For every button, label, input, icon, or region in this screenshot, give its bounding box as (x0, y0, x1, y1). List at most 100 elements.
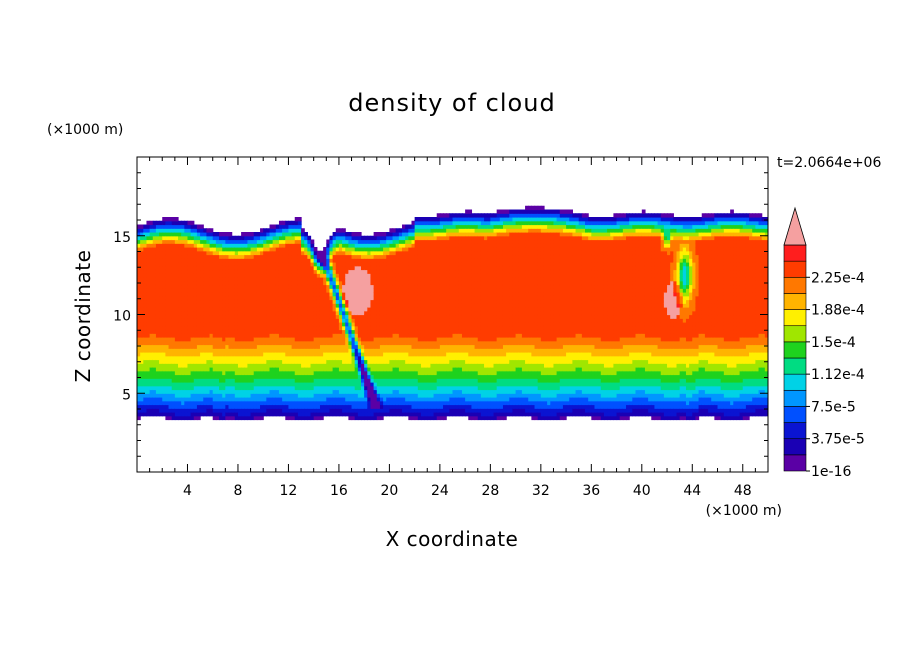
density-cell (395, 400, 400, 406)
density-cell (376, 269, 381, 274)
density-cell (212, 412, 217, 417)
density-cell (228, 412, 233, 417)
density-cell (215, 359, 220, 364)
density-cell (137, 307, 141, 312)
density-cell (417, 348, 422, 353)
density-cell (323, 288, 327, 293)
density-cell (398, 370, 403, 376)
density-cell (367, 303, 372, 308)
density-cell (329, 269, 334, 274)
density-cell (304, 277, 308, 282)
density-cell (376, 254, 381, 259)
density-cell (219, 348, 223, 353)
density-cell (335, 363, 340, 368)
density-cell (342, 288, 346, 293)
density-cell (140, 404, 144, 409)
density-cell (288, 265, 293, 271)
density-cell (414, 397, 419, 402)
density-cell (326, 310, 331, 316)
density-cell (143, 400, 148, 406)
density-cell (351, 254, 356, 259)
density-cell (417, 265, 422, 271)
density-cell (269, 243, 274, 248)
density-cell (367, 344, 372, 349)
density-cell (367, 397, 372, 402)
density-cell (174, 348, 179, 353)
density-cell (256, 333, 261, 338)
density-cell (209, 228, 214, 233)
density-cell (420, 258, 425, 263)
density-cell (215, 280, 220, 286)
density-cell (338, 292, 343, 297)
density-cell (354, 247, 359, 252)
density-cell (297, 344, 302, 349)
density-cell (427, 355, 432, 361)
density-cell (307, 355, 312, 361)
density-cell (433, 318, 438, 323)
density-cell (272, 243, 277, 248)
density-cell (190, 329, 195, 334)
density-cell (294, 333, 299, 338)
density-cell (269, 408, 274, 413)
density-cell (193, 273, 198, 278)
density-cell (140, 277, 144, 282)
density-cell (361, 415, 365, 421)
density-cell (247, 295, 252, 301)
density-cell (367, 284, 372, 289)
density-cell (364, 322, 368, 327)
density-cell (332, 280, 337, 286)
density-cell (345, 400, 349, 406)
density-cell (291, 337, 296, 342)
density-cell (373, 314, 378, 319)
density-cell (307, 400, 312, 406)
density-cell (376, 333, 381, 338)
density-cell (244, 367, 249, 372)
density-cell (386, 393, 390, 398)
density-cell (215, 378, 220, 383)
density-cell (256, 307, 261, 312)
density-cell (187, 318, 192, 323)
density-cell (203, 269, 208, 274)
density-cell (260, 247, 264, 252)
density-cell (187, 288, 192, 293)
density-cell (200, 284, 204, 289)
density-cell (149, 397, 154, 402)
density-cell (196, 284, 201, 289)
density-cell (152, 374, 157, 379)
density-cell (165, 389, 170, 394)
density-cell (209, 254, 214, 259)
density-cell (269, 378, 274, 383)
density-cell (137, 333, 141, 338)
density-cell (234, 355, 239, 361)
density-cell (310, 370, 315, 376)
density-cell (395, 404, 400, 409)
density-cell (253, 307, 258, 312)
density-cell (414, 415, 419, 421)
density-cell (373, 318, 378, 323)
density-cell (241, 288, 245, 293)
density-cell (297, 217, 302, 222)
density-cell (417, 340, 422, 346)
density-cell (392, 385, 397, 391)
density-cell (247, 247, 252, 252)
density-cell (253, 385, 258, 391)
density-cell (323, 310, 327, 316)
density-cell (430, 370, 435, 376)
density-cell (354, 254, 359, 259)
density-cell (329, 250, 334, 256)
density-cell (304, 370, 308, 376)
density-cell (379, 232, 384, 237)
density-cell (231, 352, 236, 357)
density-cell (193, 254, 198, 259)
density-cell (237, 329, 242, 334)
density-cell (269, 340, 274, 346)
density-cell (304, 239, 308, 244)
density-cell (225, 235, 230, 241)
density-cell (269, 385, 274, 391)
density-cell (272, 228, 277, 233)
density-cell (260, 393, 264, 398)
density-cell (373, 265, 378, 271)
density-cell (436, 408, 441, 413)
density-cell (187, 247, 192, 252)
density-cell (152, 344, 157, 349)
